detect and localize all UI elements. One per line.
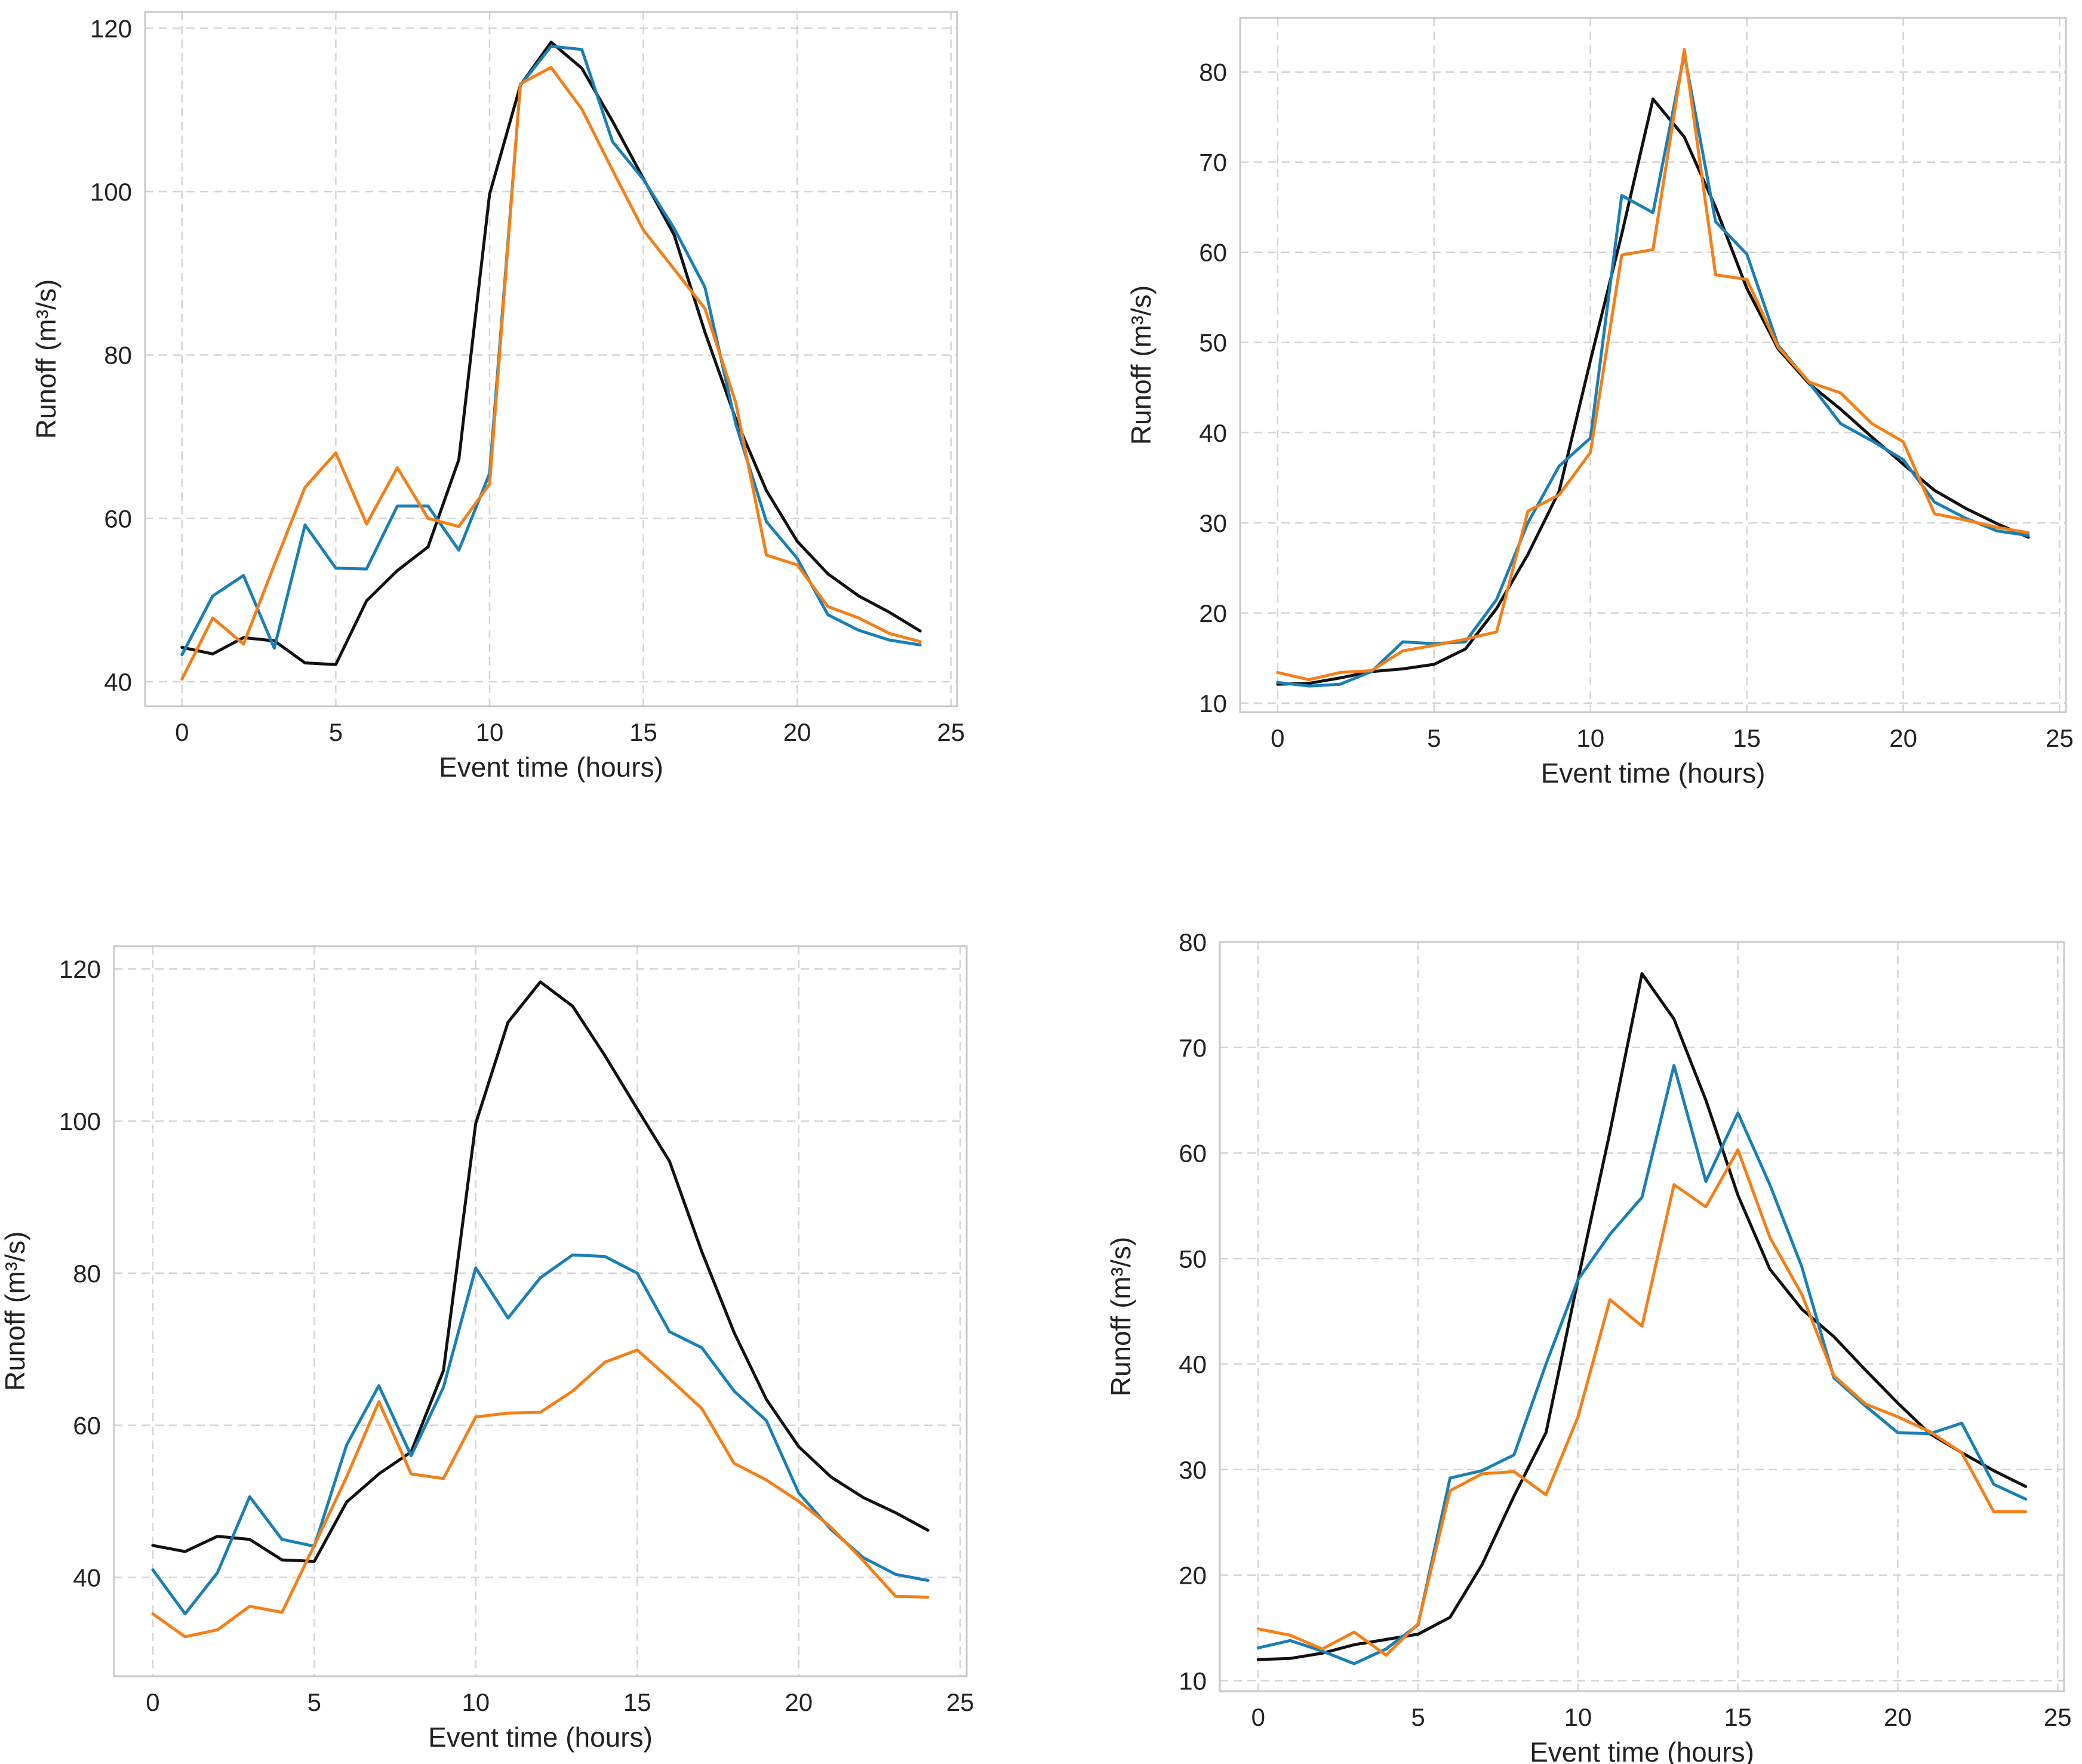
chart-bottom-right: 0 5 10 15 20 25 10 20 30 40 50 60 70 80 Event time (ho… [1105, 928, 2072, 1764]
y-tick-label: 80 [1199, 59, 1227, 87]
y-tick-label: 70 [1199, 149, 1227, 177]
plot-frame [113, 945, 968, 1677]
y-tick-label: 60 [1199, 239, 1227, 267]
series-line-blue [151, 1253, 930, 1615]
plot-area [145, 12, 957, 706]
x-tick-label: 0 [146, 1688, 159, 1716]
y-tick-label: 80 [73, 1260, 101, 1288]
y-tick-label: 60 [104, 504, 132, 532]
y-tick-label: 30 [1199, 509, 1227, 537]
x-tick-label: 10 [476, 718, 504, 746]
y-tick-label: 50 [1199, 329, 1227, 357]
series-line-black [1256, 972, 2028, 1661]
x-tick-label: 25 [2044, 1703, 2072, 1731]
plot-area [1220, 942, 2064, 1691]
series-line-orange [1256, 1148, 2028, 1657]
plot-frame [1219, 941, 2065, 1692]
x-tick-label: 15 [623, 1688, 651, 1716]
series-line-blue [1256, 1064, 2028, 1666]
y-tick-label: 40 [1179, 1350, 1207, 1378]
y-tick-label: 100 [90, 178, 132, 206]
x-tick-label: 25 [946, 1688, 974, 1716]
y-tick-label: 40 [73, 1563, 101, 1591]
y-tick-label: 120 [90, 14, 132, 42]
series-line-black [1276, 97, 2030, 686]
x-axis-label: Event time (hours) [1530, 1737, 1754, 1764]
x-tick-label: 5 [329, 718, 343, 746]
y-tick-label: 70 [1179, 1034, 1207, 1062]
x-tick-label: 20 [1884, 1703, 1912, 1731]
x-tick-label: 15 [1733, 724, 1761, 752]
plot-area [1240, 18, 2066, 712]
y-tick-label: 60 [73, 1412, 101, 1440]
series-line-blue [180, 45, 922, 657]
x-tick-label: 10 [1576, 724, 1604, 752]
series-line-black [180, 41, 922, 666]
chart-top-right: 0 5 10 15 20 25 10 20 30 40 50 60 70 80 Event time (ho… [1125, 17, 2074, 789]
y-tick-label: 20 [1179, 1562, 1207, 1590]
series-line-blue [1276, 52, 2030, 688]
y-tick-label: 80 [104, 341, 132, 370]
x-tick-label: 20 [1889, 724, 1917, 752]
chart-top-left: 0 5 10 15 20 25 40 60 80 100 120 Event time (hours)… [30, 11, 965, 783]
x-tick-label: 0 [1251, 1703, 1265, 1731]
plot-area [114, 946, 967, 1676]
x-tick-label: 5 [1411, 1703, 1425, 1731]
y-tick-label: 20 [1199, 599, 1227, 627]
x-tick-label: 20 [783, 718, 811, 746]
x-tick-label: 25 [937, 718, 965, 746]
y-tick-label: 10 [1199, 689, 1227, 718]
y-axis-label: Runoff (m³/s) [30, 279, 61, 439]
y-tick-label: 60 [1179, 1140, 1207, 1168]
x-axis-label: Event time (hours) [1541, 758, 1766, 789]
x-tick-label: 0 [175, 718, 189, 746]
plot-frame [1239, 17, 2067, 713]
x-tick-label: 5 [307, 1688, 321, 1716]
x-tick-label: 10 [462, 1688, 490, 1716]
series-line-orange [151, 1349, 930, 1639]
chart-bottom-left: 0 5 10 15 20 25 40 60 80 100 120 Event time (hours)… [0, 945, 974, 1753]
x-tick-label: 5 [1427, 724, 1441, 752]
x-tick-label: 0 [1271, 724, 1284, 752]
series-line-orange [1276, 48, 2030, 682]
y-tick-label: 100 [59, 1107, 101, 1135]
x-tick-label: 25 [2046, 724, 2074, 752]
x-axis-label: Event time (hours) [439, 752, 663, 783]
x-axis-label: Event time (hours) [428, 1722, 653, 1753]
series-line-orange [180, 66, 922, 681]
y-tick-label: 40 [1199, 419, 1227, 447]
y-tick-label: 30 [1179, 1456, 1207, 1484]
y-tick-label: 50 [1179, 1245, 1207, 1273]
y-axis-label: Runoff (m³/s) [0, 1232, 30, 1392]
plot-frame [144, 11, 958, 707]
x-tick-label: 20 [785, 1688, 813, 1716]
y-tick-label: 40 [104, 668, 132, 696]
x-tick-label: 15 [1724, 1703, 1752, 1731]
y-tick-label: 10 [1179, 1667, 1207, 1695]
series-line-black [151, 980, 930, 1563]
y-axis-label: Runoff (m³/s) [1105, 1237, 1136, 1397]
y-axis-label: Runoff (m³/s) [1125, 285, 1157, 445]
x-tick-label: 10 [1564, 1703, 1592, 1731]
y-tick-label: 120 [59, 955, 101, 983]
y-tick-label: 80 [1179, 928, 1207, 956]
x-tick-label: 15 [629, 718, 657, 746]
